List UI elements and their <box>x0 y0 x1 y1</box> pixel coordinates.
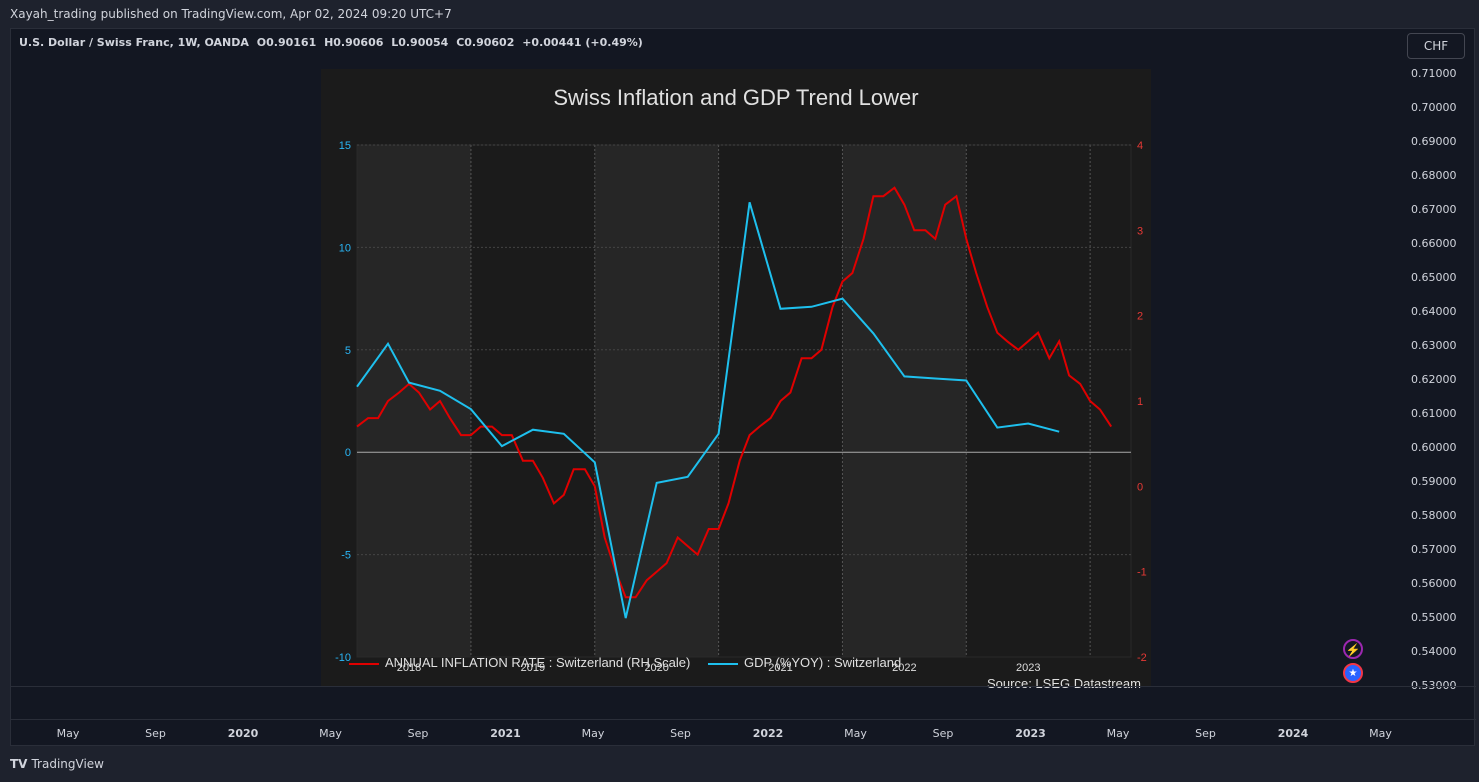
time-label: May <box>1369 727 1392 740</box>
year-band <box>357 145 471 657</box>
footer-brand[interactable]: TV TradingView <box>10 757 104 771</box>
x-axis-tick: 2018 <box>397 662 421 674</box>
ohlc-high: H0.90606 <box>324 36 384 49</box>
published-info: Xayah_trading published on TradingView.c… <box>10 7 452 21</box>
left-axis-tick: -5 <box>341 550 351 562</box>
symbol-legend[interactable]: U.S. Dollar / Swiss Franc, 1W, OANDA O0.… <box>19 36 647 49</box>
price-tick: 0.70000 <box>1411 101 1457 114</box>
time-label: Sep <box>1195 727 1216 740</box>
right-axis-tick: 4 <box>1137 140 1143 152</box>
top-bar: Xayah_trading published on TradingView.c… <box>0 0 1479 28</box>
price-tick: 0.62000 <box>1411 373 1457 386</box>
time-label: Sep <box>407 727 429 740</box>
gdp-series-line <box>356 202 1060 619</box>
chart-title: Swiss Inflation and GDP Trend Lower <box>553 85 919 110</box>
time-label: Sep <box>670 727 691 740</box>
legend-label-gdp: GDP (%YOY) : Switzerland <box>743 655 902 670</box>
right-axis-tick: -1 <box>1137 567 1147 579</box>
price-tick: 0.69000 <box>1411 135 1457 148</box>
legend-item-gdp: GDP (%YOY) : Switzerland <box>707 655 902 670</box>
price-tick: 0.57000 <box>1411 543 1457 556</box>
legend-swatch-inflation <box>349 662 379 665</box>
chart-source: Source: LSEG Datastream <box>987 676 1141 691</box>
footer-brand-label: TradingView <box>31 757 104 771</box>
time-label: 2022 <box>752 727 784 740</box>
symbol-name[interactable]: U.S. Dollar / Swiss Franc, 1W, OANDA <box>19 36 249 49</box>
price-tick: 0.63000 <box>1411 339 1457 352</box>
left-axis-tick: 10 <box>339 242 351 254</box>
right-axis-tick: -2 <box>1137 652 1147 664</box>
price-tick: 0.56000 <box>1411 577 1457 590</box>
left-axis-tick: 5 <box>345 345 351 357</box>
legend-item-inflation: ANNUAL INFLATION RATE : Switzerland (RH … <box>349 655 690 670</box>
time-label: 2024 <box>1277 727 1309 740</box>
tradingview-logo-icon: TV <box>10 757 28 771</box>
right-axis-tick: 1 <box>1137 396 1143 408</box>
price-change: +0.00441 (+0.49%) <box>522 36 643 49</box>
price-tick: 0.59000 <box>1411 475 1457 488</box>
ohlc-low: L0.90054 <box>391 36 449 49</box>
price-tick: 0.60000 <box>1411 441 1457 454</box>
time-label: May <box>844 727 867 740</box>
us-flag-icon[interactable]: ★ <box>1343 663 1363 683</box>
time-label: 2023 <box>1015 727 1046 740</box>
time-label: Sep <box>932 727 954 740</box>
time-label: May <box>1106 727 1130 740</box>
time-label: Sep <box>145 727 166 740</box>
pane-divider[interactable] <box>11 686 1476 687</box>
price-tick: 0.61000 <box>1411 407 1457 420</box>
x-axis-tick: 2021 <box>768 662 792 674</box>
chart-area[interactable]: U.S. Dollar / Swiss Franc, 1W, OANDA O0.… <box>10 28 1476 746</box>
price-tick: 0.64000 <box>1411 305 1457 318</box>
right-axis-tick: 0 <box>1137 481 1143 493</box>
price-tick: 0.66000 <box>1411 237 1457 250</box>
price-tick: 0.53000 <box>1411 679 1457 692</box>
time-label: 2021 <box>490 727 521 740</box>
x-axis-tick: 2023 <box>1016 662 1040 674</box>
legend-label-inflation: ANNUAL INFLATION RATE : Switzerland (RH … <box>385 655 691 670</box>
year-band <box>594 145 719 657</box>
time-axis-line <box>11 719 1476 720</box>
bolt-icon[interactable]: ⚡ <box>1343 639 1363 659</box>
inflation-series-line <box>356 186 1113 599</box>
x-axis-tick: 2020 <box>644 662 668 674</box>
price-tick: 0.58000 <box>1411 509 1457 522</box>
time-label: May <box>56 727 80 740</box>
right-axis-tick: 3 <box>1137 225 1143 237</box>
ohlc-close: C0.90602 <box>456 36 515 49</box>
left-axis-tick: 0 <box>345 447 351 459</box>
left-axis-tick: -10 <box>335 652 351 664</box>
year-band <box>470 145 595 657</box>
price-tick: 0.54000 <box>1411 645 1457 658</box>
price-tick: 0.55000 <box>1411 611 1457 624</box>
price-scale[interactable]: 0.71000 0.70000 0.69000 0.68000 0.67000 0.660… <box>1399 65 1469 692</box>
time-label: May <box>581 727 605 740</box>
left-axis-tick: 15 <box>339 140 351 152</box>
year-band <box>966 145 1091 657</box>
time-label: 2020 <box>227 727 259 740</box>
price-tick: 0.65000 <box>1411 271 1457 284</box>
plot-frame <box>356 144 1132 658</box>
year-band <box>842 145 967 657</box>
x-axis-tick: 2022 <box>892 662 916 674</box>
price-tick: 0.71000 <box>1411 67 1457 80</box>
embedded-chart-image: 15 10 5 0 -5 -10 4 3 2 1 0 -1 -2 2018 2019 2020 2021 2022… <box>321 69 1151 691</box>
x-axis-tick: 2019 <box>521 662 545 674</box>
chart-legend: ANNUAL INFLATION RATE : Switzerland (RH … <box>349 655 915 670</box>
time-label: May <box>319 727 342 740</box>
ohlc-open: O0.90161 <box>256 36 317 49</box>
currency-badge[interactable]: CHF <box>1407 33 1465 59</box>
legend-swatch-gdp <box>707 662 738 665</box>
price-tick: 0.68000 <box>1411 169 1457 182</box>
price-tick: 0.67000 <box>1411 203 1457 216</box>
right-axis-tick: 2 <box>1137 311 1143 323</box>
